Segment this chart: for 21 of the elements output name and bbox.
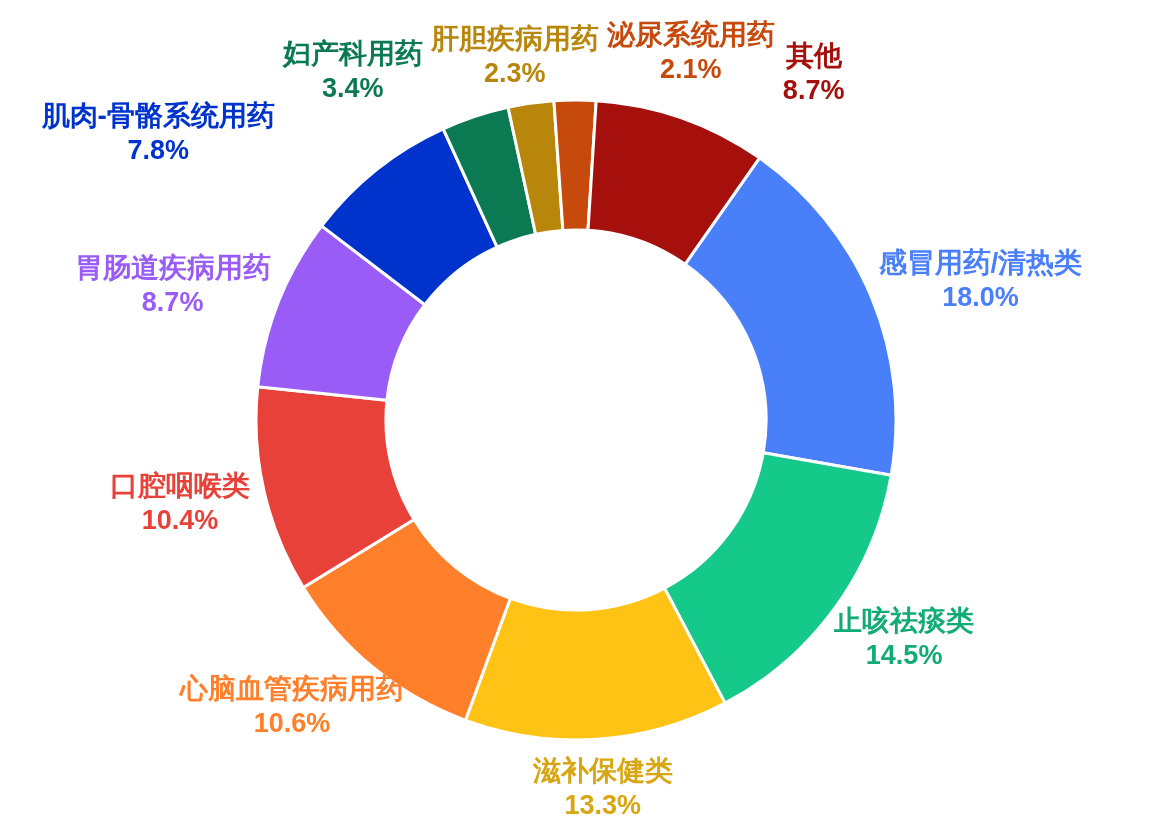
slice-label: 滋补保健类: [531, 755, 673, 786]
data-label: 8.7%: [141, 286, 204, 317]
slice-label: 妇产科用药: [280, 37, 423, 69]
slice-label: 肌肉-骨骼系统用药: [40, 99, 275, 131]
slice-label: 肝胆疾病用药: [429, 22, 599, 54]
data-label: 2.3%: [484, 57, 546, 88]
data-label: 8.7%: [782, 74, 845, 105]
data-label: 2.1%: [660, 54, 722, 84]
slice-label: 感冒用药/清热类: [877, 246, 1083, 278]
slice-label: 胃肠道疾病用药: [74, 251, 271, 283]
slice-label: 其他: [784, 39, 843, 71]
slice-label: 止咳祛痰类: [833, 605, 975, 637]
slice-label: 泌尿系统用药: [605, 19, 775, 50]
data-label: 3.4%: [322, 72, 384, 103]
slice-label: 口腔咽喉类: [110, 469, 251, 501]
data-label: 10.6%: [253, 708, 331, 739]
data-label: 14.5%: [865, 640, 943, 671]
data-label: 10.4%: [141, 504, 219, 535]
data-label: 7.8%: [127, 134, 189, 165]
data-label: 18.0%: [942, 281, 1019, 312]
data-label: 13.3%: [564, 790, 642, 820]
